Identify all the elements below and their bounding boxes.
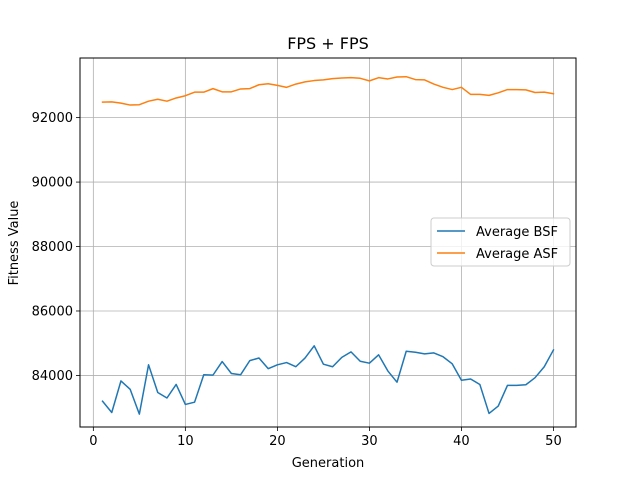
plot-frame: [79, 57, 577, 428]
y-axis-label: Fitness Value: [7, 201, 22, 286]
series-line-average-bsf: [101, 345, 555, 415]
y-tick-label: 84000: [32, 369, 73, 384]
series-lines: [101, 75, 555, 415]
x-axis-label: Generation: [292, 456, 365, 471]
legend-label-bsf: Average BSF: [476, 225, 558, 240]
chart-title: FPS + FPS: [287, 34, 369, 53]
y-tick-label: 86000: [32, 304, 73, 319]
x-tick-label: 0: [89, 434, 97, 449]
legend-label-asf: Average ASF: [476, 247, 558, 262]
series-line-average-asf: [101, 75, 555, 106]
legend: Average BSF Average ASF: [430, 217, 571, 267]
grid: [80, 58, 576, 427]
x-tick-label: 30: [361, 434, 378, 449]
x-tick-label: 20: [269, 434, 286, 449]
axis-ticks: 0 10 20 30 40 50 84000 86000 88000 90000 92000: [32, 111, 562, 449]
x-tick-label: 50: [545, 434, 562, 449]
y-tick-label: 88000: [32, 240, 73, 255]
legend-box: [430, 217, 571, 267]
x-tick-label: 40: [453, 434, 470, 449]
y-tick-label: 90000: [32, 176, 73, 191]
y-tick-label: 92000: [32, 111, 73, 126]
x-tick-label: 10: [177, 434, 194, 449]
